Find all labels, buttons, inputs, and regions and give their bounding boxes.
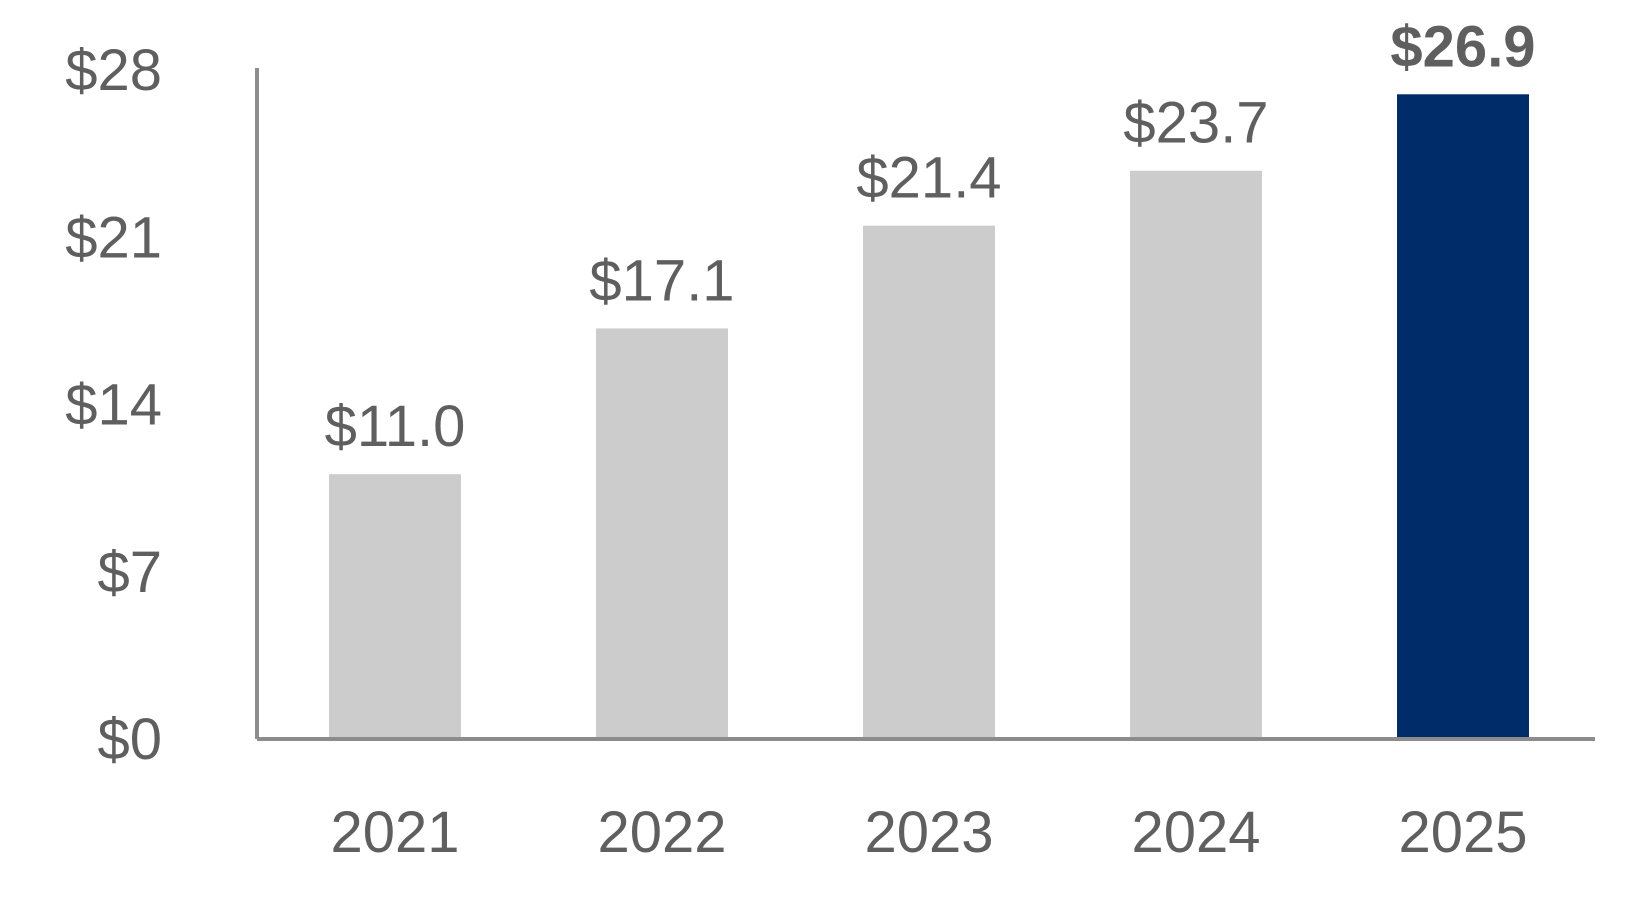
y-tick-label: $21 (65, 205, 162, 270)
data-label-2023: $21.4 (856, 146, 1001, 211)
data-label-2024: $23.7 (1123, 91, 1268, 156)
data-label-2022: $17.1 (589, 248, 734, 313)
x-tick-label-2022: 2022 (597, 800, 726, 865)
bar-2024 (1130, 170, 1262, 738)
bar-2021 (329, 474, 461, 737)
y-tick-label: $7 (97, 540, 162, 605)
bar-2023 (863, 225, 995, 737)
category-labels: 2021 2022 2023 2024 2025 (330, 800, 1527, 865)
y-tick-label: $14 (65, 373, 162, 438)
data-label-2025: $26.9 (1390, 14, 1535, 79)
data-label-2021: $11.0 (325, 394, 466, 459)
bar-2022 (596, 328, 728, 737)
data-labels: $11.0 $17.1 $21.4 $23.7 $26.9 (325, 14, 1536, 459)
x-tick-label-2021: 2021 (330, 800, 459, 865)
y-tick-label: $28 (65, 38, 162, 103)
y-tick-label: $0 (97, 707, 162, 772)
x-tick-label-2025: 2025 (1398, 800, 1527, 865)
x-tick-label-2023: 2023 (864, 800, 993, 865)
bar-2025 (1397, 94, 1529, 737)
y-axis-ticks: $0 $7 $14 $21 $28 (65, 38, 162, 772)
x-tick-label-2024: 2024 (1131, 800, 1260, 865)
bars (329, 94, 1529, 738)
